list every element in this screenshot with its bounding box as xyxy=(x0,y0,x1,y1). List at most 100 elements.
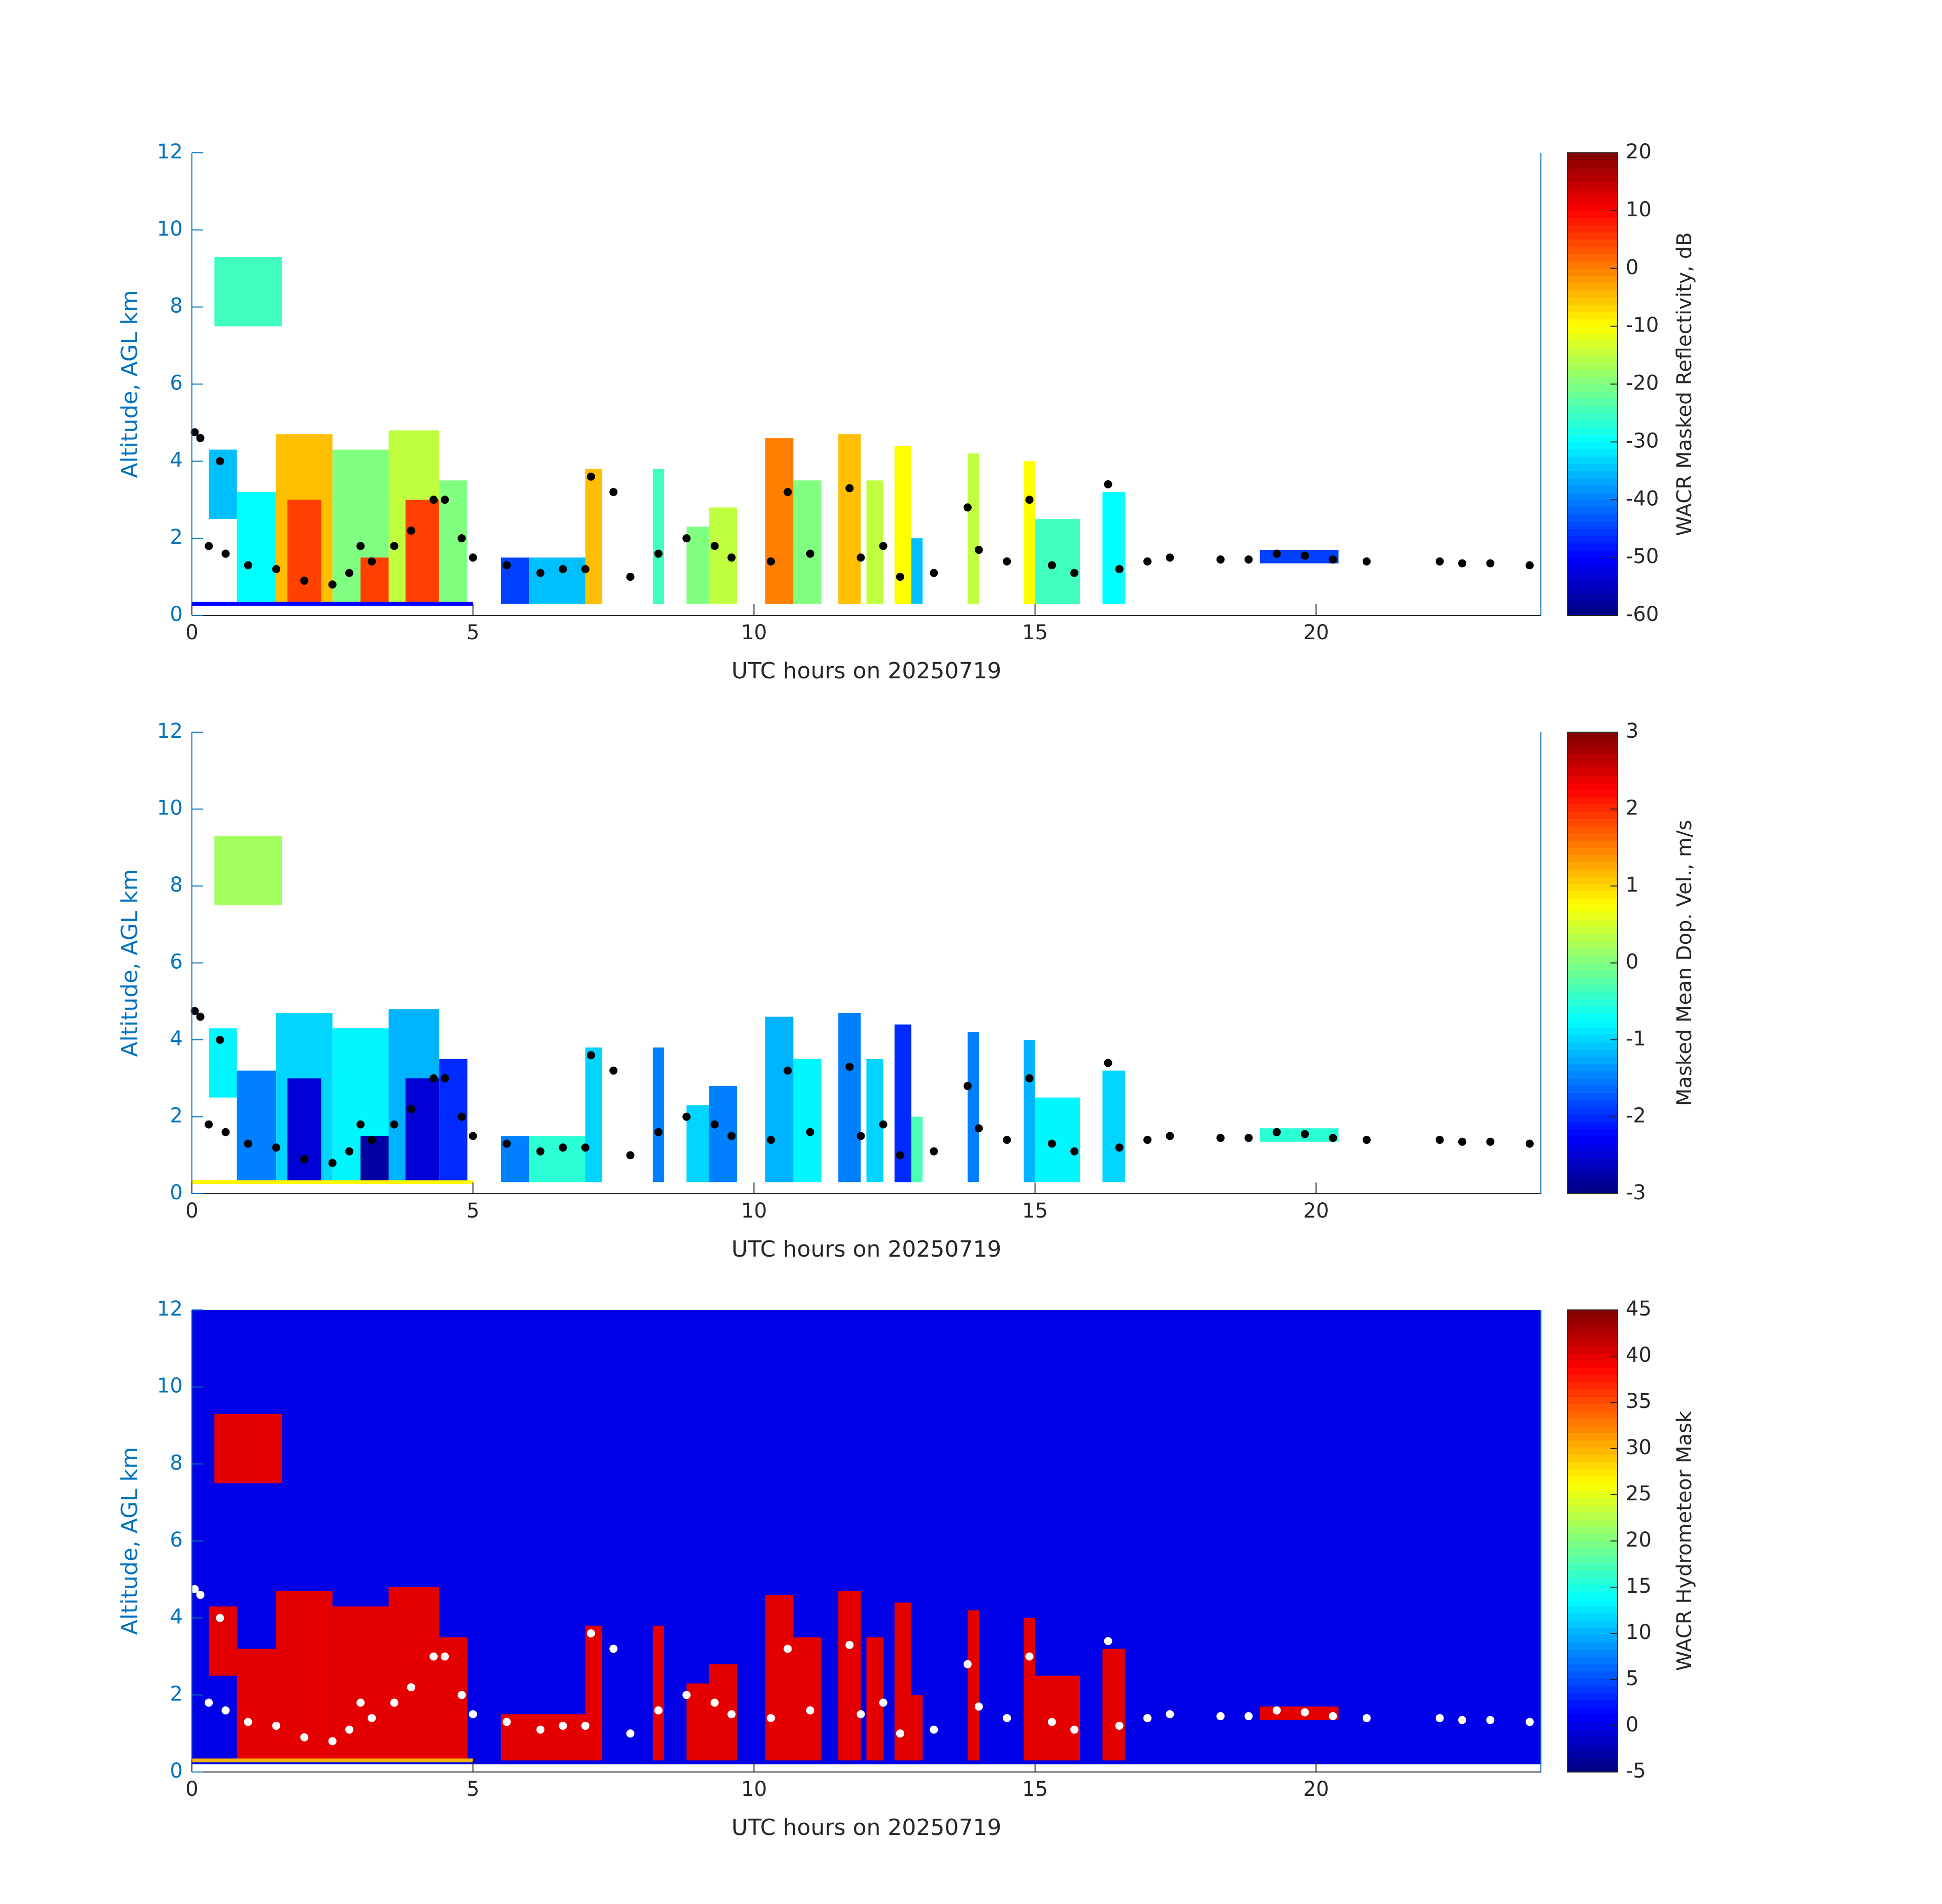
x-tick-label: 20 xyxy=(1303,1778,1329,1801)
colorbar-swatch xyxy=(1567,948,1618,956)
colorbar-tick-label: 35 xyxy=(1626,1390,1652,1413)
cloud-base-point xyxy=(581,1143,589,1152)
colorbar-tick-label: 2 xyxy=(1626,797,1638,820)
colorbar-tick-label: 20 xyxy=(1626,1528,1652,1552)
field-cell xyxy=(529,1136,585,1183)
colorbar-swatch xyxy=(1567,478,1618,486)
cloud-base-point xyxy=(1362,1714,1371,1722)
field-cell xyxy=(652,469,664,604)
cloud-base-point xyxy=(587,1629,596,1637)
colorbar-swatch xyxy=(1567,1078,1618,1086)
colorbar-swatch xyxy=(1567,1555,1618,1563)
colorbar-swatch xyxy=(1567,565,1618,573)
colorbar-swatch xyxy=(1567,391,1618,399)
cloud-base-point xyxy=(502,561,511,570)
colorbar-tick-label: 25 xyxy=(1626,1482,1652,1505)
x-axis-label: UTC hours on 20250719 xyxy=(732,1815,1002,1841)
field-cell xyxy=(585,469,603,604)
cloud-base-point xyxy=(783,1066,792,1075)
x-tick-label: 0 xyxy=(185,1199,198,1223)
cloud-base-point xyxy=(441,1074,449,1082)
colorbar-swatch xyxy=(1567,1699,1618,1708)
colorbar-tick-label: -20 xyxy=(1626,372,1659,395)
colorbar-swatch xyxy=(1567,1519,1618,1527)
colorbar-swatch xyxy=(1567,1136,1618,1144)
cloud-base-point xyxy=(1244,1712,1253,1721)
colorbar-swatch xyxy=(1567,1541,1618,1549)
colorbar-swatch xyxy=(1567,920,1618,928)
field-cell xyxy=(967,453,979,604)
cloud-base-point xyxy=(328,1159,337,1167)
colorbar-swatch xyxy=(1567,1374,1618,1383)
field-cell xyxy=(1260,549,1339,564)
cloud-base-point xyxy=(1525,1718,1534,1726)
colorbar-swatch xyxy=(1567,456,1618,464)
colorbar-swatch xyxy=(1567,912,1618,920)
cloud-base-point xyxy=(930,1725,938,1734)
colorbar-swatch xyxy=(1567,927,1618,935)
colorbar-swatch xyxy=(1567,1317,1618,1325)
cloud-base-point xyxy=(609,488,618,497)
colorbar-swatch xyxy=(1567,1757,1618,1765)
cloud-base-point xyxy=(1244,555,1253,564)
y-tick-label: 10 xyxy=(157,217,183,241)
x-tick-label: 15 xyxy=(1022,621,1048,644)
colorbar-swatch xyxy=(1567,1512,1618,1520)
x-tick-label: 5 xyxy=(467,621,479,644)
colorbar-swatch xyxy=(1567,963,1618,971)
cloud-base-point xyxy=(845,1063,854,1071)
colorbar-swatch xyxy=(1567,1418,1618,1426)
cloud-base-point xyxy=(1525,561,1534,570)
y-tick-label: 6 xyxy=(170,372,183,395)
y-axis-label: Altitude, AGL km xyxy=(117,290,143,478)
cloud-base-point xyxy=(457,1691,466,1699)
cloud-base-point xyxy=(536,569,545,577)
field-cell xyxy=(1102,492,1125,604)
cloud-base-point xyxy=(974,1124,983,1133)
colorbar-swatch xyxy=(1567,826,1618,834)
colorbar-label: WACR Hydrometeor Mask xyxy=(1673,1410,1696,1671)
colorbar-label: WACR Masked Reflectivity, dB xyxy=(1673,232,1696,536)
colorbar-swatch xyxy=(1567,355,1618,363)
colorbar-swatch xyxy=(1567,804,1618,812)
colorbar-swatch xyxy=(1567,1569,1618,1578)
colorbar-swatch xyxy=(1567,507,1618,515)
cloud-base-point xyxy=(1329,555,1337,564)
x-tick-label: 20 xyxy=(1303,1199,1329,1223)
cloud-base-point xyxy=(430,496,438,504)
cloud-base-point xyxy=(205,1120,213,1129)
cloud-base-point xyxy=(1435,1714,1444,1722)
cloud-base-point xyxy=(558,1143,567,1152)
cloud-base-point xyxy=(390,542,399,550)
colorbar-swatch xyxy=(1567,1721,1618,1729)
colorbar-swatch xyxy=(1567,1678,1618,1686)
cloud-base-point xyxy=(216,457,224,466)
colorbar-swatch xyxy=(1567,557,1618,565)
colorbar-swatch xyxy=(1567,601,1618,609)
colorbar-swatch xyxy=(1567,1121,1618,1129)
field-cell xyxy=(894,1024,912,1183)
colorbar-tick-label: -40 xyxy=(1626,487,1659,510)
field-cell xyxy=(585,1047,603,1183)
cloud-base-point xyxy=(469,553,477,562)
colorbar-swatch xyxy=(1567,1461,1618,1469)
y-tick-label: 12 xyxy=(157,1297,183,1321)
colorbar-swatch xyxy=(1567,1497,1618,1505)
colorbar-swatch xyxy=(1567,160,1618,168)
colorbar-swatch xyxy=(1567,290,1618,298)
cloud-base-point xyxy=(1362,1135,1371,1144)
colorbar-swatch xyxy=(1567,1642,1618,1650)
colorbar-swatch xyxy=(1567,941,1618,949)
cloud-base-point xyxy=(727,1710,736,1719)
cloud-base-point xyxy=(502,1139,511,1148)
colorbar-swatch xyxy=(1567,1670,1618,1679)
x-tick-label: 10 xyxy=(741,1778,767,1801)
cloud-base-point xyxy=(963,1660,972,1668)
field-cell xyxy=(652,1047,664,1183)
colorbar-swatch xyxy=(1567,833,1618,841)
colorbar-swatch xyxy=(1567,956,1618,964)
colorbar-swatch xyxy=(1567,1728,1618,1736)
cloud-base-point xyxy=(1458,1137,1467,1146)
field-cell xyxy=(214,836,282,905)
colorbar-swatch xyxy=(1567,218,1618,225)
